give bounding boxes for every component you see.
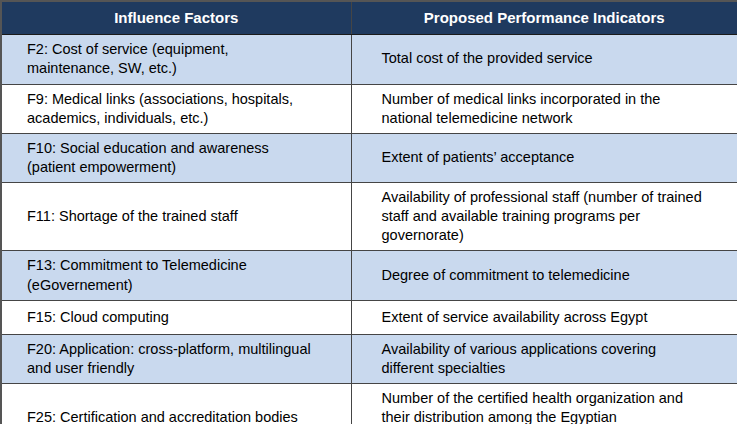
indicator-cell-f11: Availability of professional staff (numb… — [351, 183, 737, 251]
indicator-cell-f25: Number of the certified health organizat… — [351, 383, 737, 424]
table-row-f11: F11: Shortage of the trained staff Avail… — [1, 183, 737, 251]
table-row-f15: F15: Cloud computing Extent of service a… — [1, 300, 737, 334]
influence-factors-table: Influence Factors Proposed Performance I… — [0, 0, 737, 424]
table-row-f9: F9: Medical links (associations, hospita… — [1, 84, 737, 133]
indicator-cell-f9: Number of medical links incorporated in … — [351, 84, 737, 133]
table-row-f20: F20: Application: cross-platform, multil… — [1, 334, 737, 383]
indicator-cell-f20: Availability of various applications cov… — [351, 334, 737, 383]
factor-cell-f9: F9: Medical links (associations, hospita… — [1, 84, 351, 133]
indicator-cell-f15: Extent of service availability across Eg… — [351, 300, 737, 334]
factor-cell-f13: F13: Commitment to Telemedicine (eGovern… — [1, 251, 351, 300]
factor-cell-f15: F15: Cloud computing — [1, 300, 351, 334]
table-container: Influence Factors Proposed Performance I… — [0, 0, 737, 424]
header-row: Influence Factors Proposed Performance I… — [1, 1, 737, 34]
table-row-f2: F2: Cost of service (equipment, maintena… — [1, 34, 737, 84]
factor-cell-f10: F10: Social education and awareness (pat… — [1, 133, 351, 182]
factor-cell-f20: F20: Application: cross-platform, multil… — [1, 334, 351, 383]
factor-cell-f11: F11: Shortage of the trained staff — [1, 183, 351, 251]
table-row-f25: F25: Certification and accreditation bod… — [1, 383, 737, 424]
indicator-cell-f13: Degree of commitment to telemedicine — [351, 251, 737, 300]
factor-cell-f2: F2: Cost of service (equipment, maintena… — [1, 34, 351, 84]
indicator-cell-f2: Total cost of the provided service — [351, 34, 737, 84]
header-influence-factors: Influence Factors — [1, 1, 351, 34]
factor-cell-f25: F25: Certification and accreditation bod… — [1, 383, 351, 424]
table-row-f10: F10: Social education and awareness (pat… — [1, 133, 737, 182]
indicator-cell-f10: Extent of patients’ acceptance — [351, 133, 737, 182]
header-proposed-performance-indicators: Proposed Performance Indicators — [351, 1, 737, 34]
table-row-f13: F13: Commitment to Telemedicine (eGovern… — [1, 251, 737, 300]
